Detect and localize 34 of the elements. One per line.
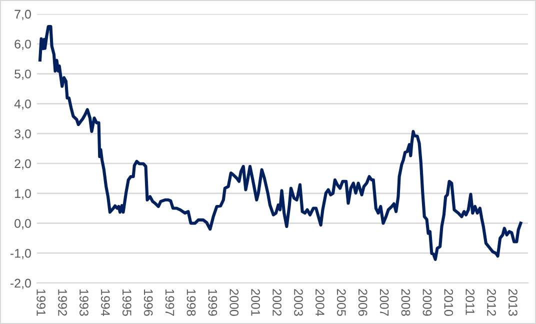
x-tick-label: 1999 [208, 290, 218, 316]
x-tick-label: 1996 [144, 290, 153, 316]
y-tick-label: 5,0 [14, 70, 31, 80]
y-tick-label: 1,0 [15, 189, 31, 200]
y-tick-label: 6,0 [14, 40, 31, 50]
y-tick-label: 2,0 [14, 159, 31, 170]
x-tick-label: 2006 [358, 289, 368, 316]
x-tick-label: 1997 [165, 290, 174, 316]
x-tick-label: 1991 [36, 290, 46, 316]
x-tick-label: 2013 [508, 289, 518, 316]
x-tick-label: 2002 [272, 289, 282, 316]
y-tick-label: 0,0 [14, 219, 31, 230]
x-tick-label: 2008 [401, 289, 410, 316]
y-tick-label: 4,0 [14, 99, 31, 110]
x-tick-label: 1992 [58, 290, 67, 316]
x-tick-label: 1993 [80, 290, 88, 316]
y-tick-label: 7,0 [14, 10, 31, 20]
y-tick-label: -1,0 [10, 248, 31, 260]
x-tick-label: 2004 [316, 289, 324, 316]
x-tick-label: 2009 [422, 289, 432, 316]
x-tick-label: 2001 [251, 289, 260, 316]
x-tick-label: 1995 [122, 290, 132, 316]
y-tick-label: -2,0 [10, 278, 31, 290]
x-tick-label: 2007 [380, 289, 389, 316]
x-tick-label: 2003 [294, 289, 303, 316]
x-tick-label: 2005 [336, 289, 346, 316]
x-tick-label: 2010 [444, 289, 454, 316]
x-tick-label: 2011 [466, 289, 475, 315]
x-tick-label: 2012 [487, 289, 496, 316]
x-tick-label: 1994 [101, 290, 110, 316]
line-series [38, 25, 522, 261]
x-tick-label: 2000 [230, 289, 239, 316]
y-tick-label: 3,0 [14, 129, 31, 140]
x-tick-label: 1998 [186, 290, 196, 316]
